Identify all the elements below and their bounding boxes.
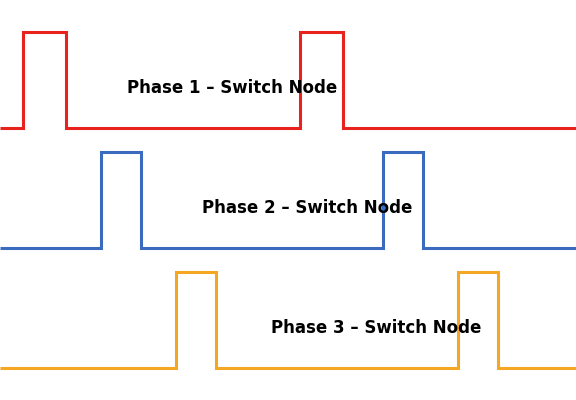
Text: Phase 1 – Switch Node: Phase 1 – Switch Node: [127, 79, 337, 97]
Text: Phase 2 – Switch Node: Phase 2 – Switch Node: [202, 199, 412, 217]
Text: Phase 3 – Switch Node: Phase 3 – Switch Node: [271, 319, 481, 337]
